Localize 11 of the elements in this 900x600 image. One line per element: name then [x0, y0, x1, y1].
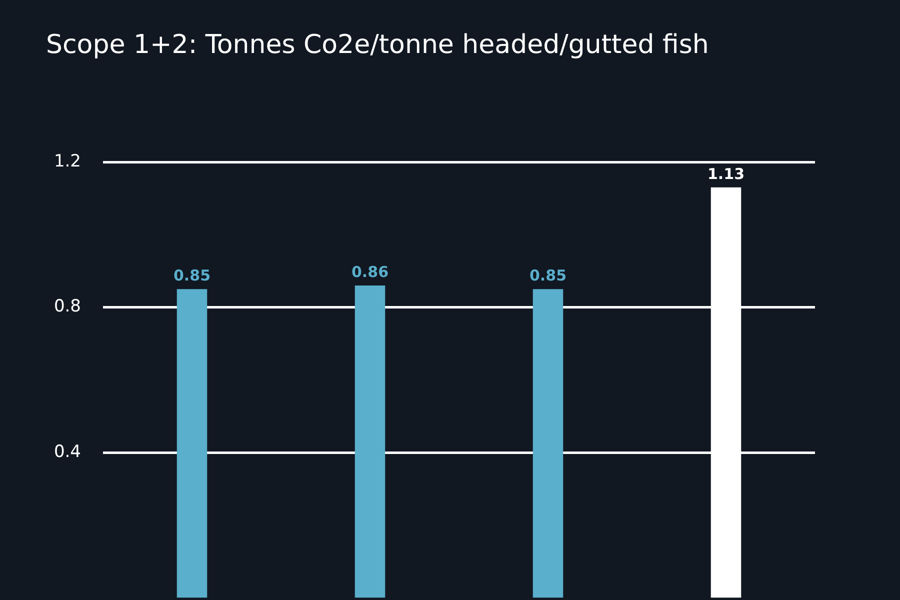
y-tick-label: 0.4 [54, 442, 81, 462]
data-label: 0.85 [173, 266, 211, 284]
bar [176, 289, 208, 598]
y-tick-label: 0.8 [54, 296, 81, 317]
chart-title: Scope 1+2: Tonnes Co2e/tonne headed/gutted fish [46, 30, 709, 60]
data-label: 0.86 [351, 262, 389, 281]
data-label: 1.13 [707, 164, 745, 183]
bar [354, 285, 386, 598]
y-tick-label: 1.2 [54, 151, 81, 172]
bar [532, 289, 564, 598]
data-label: 0.85 [529, 266, 567, 284]
